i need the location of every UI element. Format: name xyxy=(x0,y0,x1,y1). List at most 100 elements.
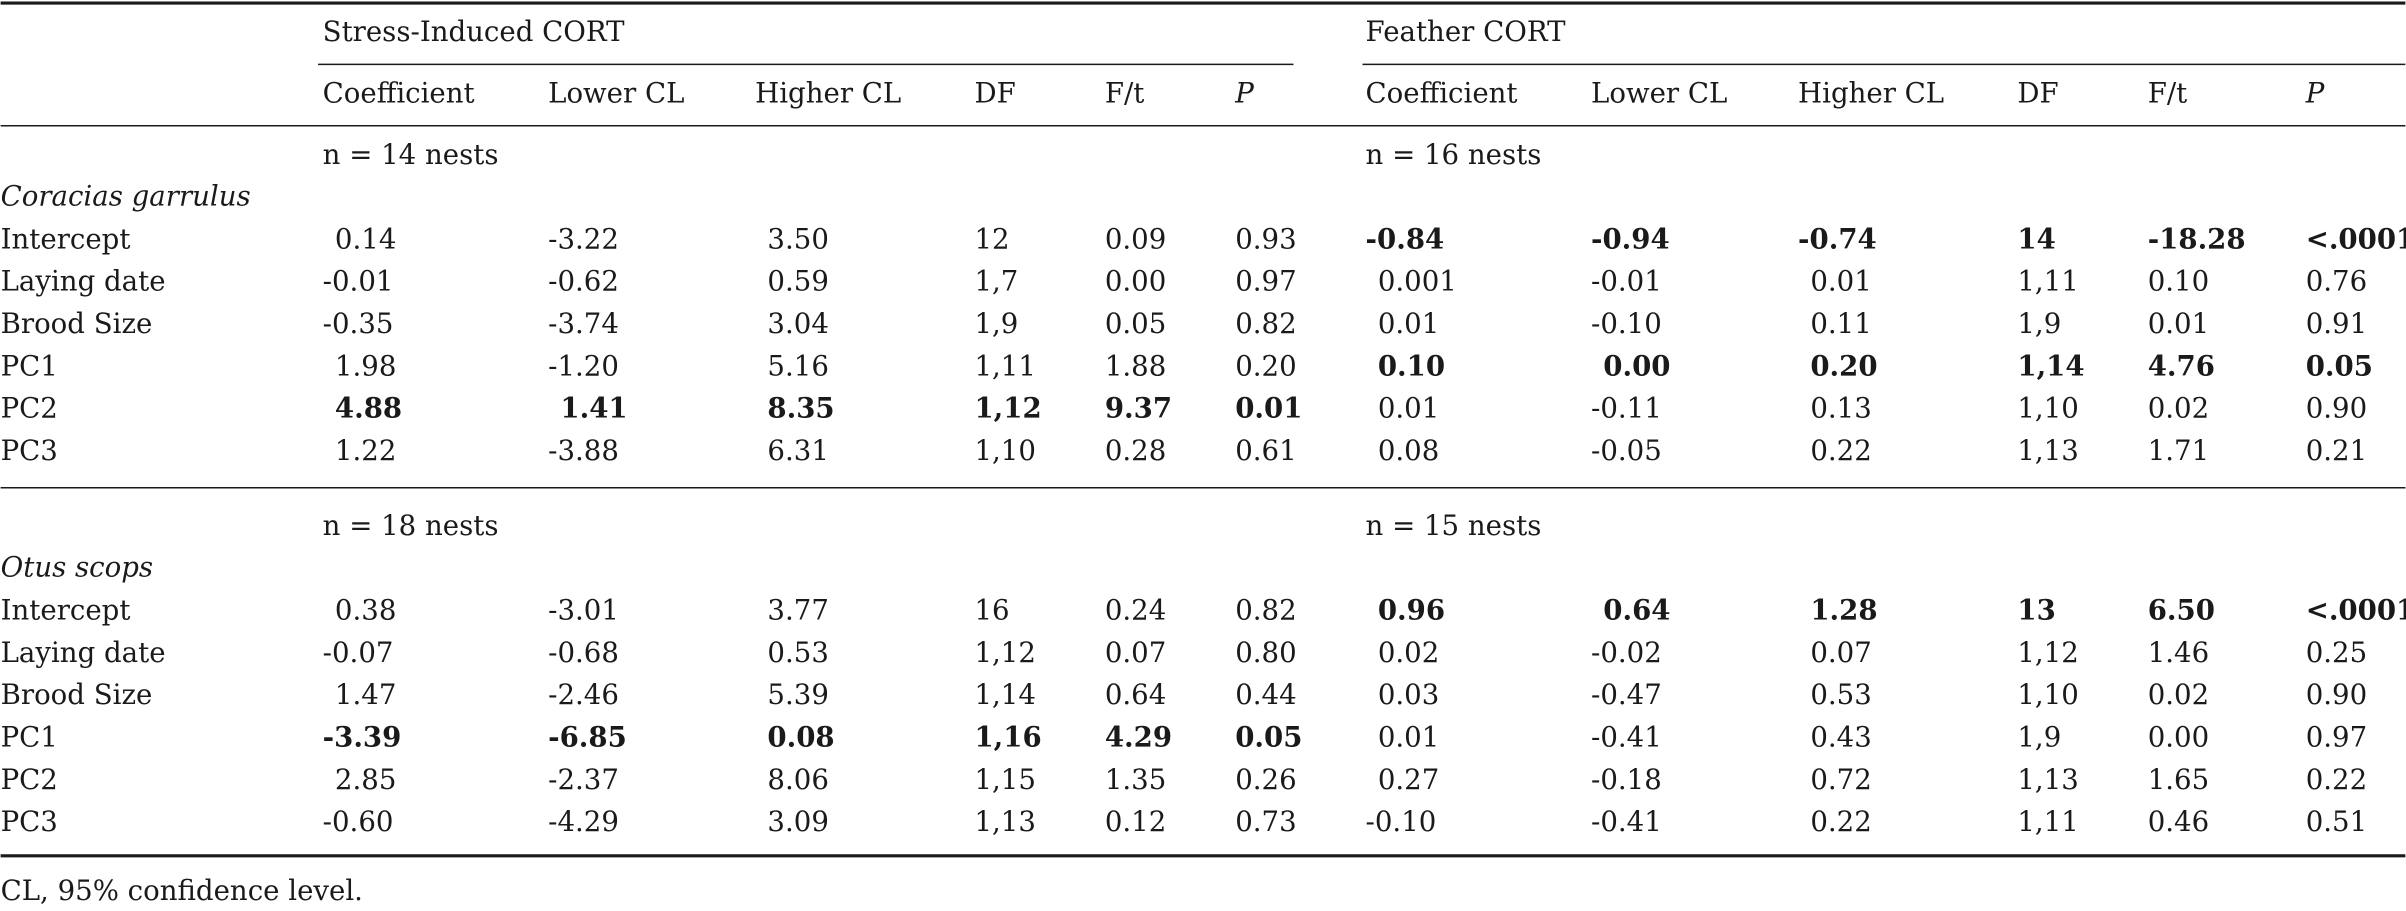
column-header: Coefficient xyxy=(323,77,475,110)
species-name: Coracias garrulus xyxy=(1,179,251,212)
sample-size: n = 16 nests xyxy=(1366,138,1542,171)
row-label: Intercept xyxy=(1,593,131,626)
cell: 5.16 xyxy=(767,349,828,382)
cell: -2.46 xyxy=(548,678,619,711)
cell: -0.41 xyxy=(1591,805,1662,838)
cell: 0.02 xyxy=(2148,678,2209,711)
column-header: F/t xyxy=(1105,77,1145,110)
cell: 0.73 xyxy=(1235,805,1296,838)
cell: 14 xyxy=(2017,222,2055,255)
sample-size: n = 14 nests xyxy=(323,138,499,171)
cell: 0.01 xyxy=(2148,307,2209,340)
cell: 0.64 xyxy=(1105,678,1166,711)
cell: 0.44 xyxy=(1235,678,1296,711)
cell: -0.35 xyxy=(323,307,394,340)
cell: -1.20 xyxy=(548,349,619,382)
cell: 0.07 xyxy=(1105,636,1166,669)
cell: 0.01 xyxy=(1378,392,1439,425)
cell: 0.05 xyxy=(2306,349,2373,382)
cell: 0.00 xyxy=(2148,720,2209,753)
cell: 4.88 xyxy=(335,392,402,425)
cell: 6.31 xyxy=(767,434,828,467)
cell: 1,12 xyxy=(2017,636,2078,669)
cell: -6.85 xyxy=(548,720,627,753)
cell: 1.88 xyxy=(1105,349,1166,382)
cell: 0.91 xyxy=(2306,307,2367,340)
cell: 5.39 xyxy=(767,678,828,711)
cell: 0.11 xyxy=(1810,307,1871,340)
cell: 1,16 xyxy=(974,720,1041,753)
cell: -3.22 xyxy=(548,222,619,255)
cell: 0.51 xyxy=(2306,805,2367,838)
cell: 0.97 xyxy=(1235,265,1296,298)
cell: 0.26 xyxy=(1235,763,1296,796)
cell: 1,10 xyxy=(974,434,1035,467)
cell: -0.01 xyxy=(323,265,394,298)
cell: 2.85 xyxy=(335,763,396,796)
cell: 0.53 xyxy=(1810,678,1871,711)
cell: 1.71 xyxy=(2148,434,2209,467)
cell: 0.22 xyxy=(1810,805,1871,838)
cell: 0.01 xyxy=(1810,265,1871,298)
cell: 0.20 xyxy=(1235,349,1296,382)
cell: 0.03 xyxy=(1378,678,1439,711)
cell: 8.06 xyxy=(767,763,828,796)
cell: 0.80 xyxy=(1235,636,1296,669)
cell: 9.37 xyxy=(1105,392,1172,425)
cell: 1.65 xyxy=(2148,763,2209,796)
sample-size: n = 15 nests xyxy=(1366,509,1542,542)
cell: 4.29 xyxy=(1105,720,1172,753)
column-header: Higher CL xyxy=(755,77,901,110)
column-header: DF xyxy=(974,77,1015,110)
cell: 0.05 xyxy=(1105,307,1166,340)
group-header: Feather CORT xyxy=(1366,15,1567,48)
row-label: Brood Size xyxy=(1,307,153,340)
cell: 0.09 xyxy=(1105,222,1166,255)
cell: -0.94 xyxy=(1591,222,1670,255)
cell: 0.93 xyxy=(1235,222,1296,255)
cell: 1,9 xyxy=(2017,307,2061,340)
cell: 1,10 xyxy=(2017,678,2078,711)
row-label: Intercept xyxy=(1,222,131,255)
cell: 0.27 xyxy=(1378,763,1439,796)
cell: -0.62 xyxy=(548,265,619,298)
cell: <.0001 xyxy=(2306,222,2406,255)
cell: 0.01 xyxy=(1235,392,1302,425)
cell: 0.25 xyxy=(2306,636,2367,669)
column-header: P xyxy=(1234,77,1254,110)
cell: 1,14 xyxy=(974,678,1035,711)
cell: 1.47 xyxy=(335,678,396,711)
cell: 1,12 xyxy=(974,636,1035,669)
cell: 0.08 xyxy=(767,720,834,753)
cell: 0.05 xyxy=(1235,720,1302,753)
column-header: P xyxy=(2305,77,2325,110)
cell: 1,13 xyxy=(2017,763,2078,796)
cell: 0.90 xyxy=(2306,392,2367,425)
cell: 0.90 xyxy=(2306,678,2367,711)
cell: -0.10 xyxy=(1366,805,1437,838)
cell: 0.97 xyxy=(2306,720,2367,753)
cell: 0.07 xyxy=(1810,636,1871,669)
cell: 0.59 xyxy=(767,265,828,298)
cell: -0.41 xyxy=(1591,720,1662,753)
cell: 13 xyxy=(2017,593,2055,626)
cell: 1,9 xyxy=(974,307,1018,340)
cell: -0.05 xyxy=(1591,434,1662,467)
cell: -0.47 xyxy=(1591,678,1662,711)
cell: -0.74 xyxy=(1798,222,1877,255)
row-label: Brood Size xyxy=(1,678,153,711)
cell: 1.22 xyxy=(335,434,396,467)
column-header: Coefficient xyxy=(1366,77,1518,110)
cell: 0.96 xyxy=(1378,593,1445,626)
cell: 1.35 xyxy=(1105,763,1166,796)
cell: -0.60 xyxy=(323,805,394,838)
cell: 4.76 xyxy=(2148,349,2215,382)
cell: 1,12 xyxy=(974,392,1041,425)
cell: 12 xyxy=(974,222,1009,255)
cell: 1,9 xyxy=(2017,720,2061,753)
cell: 0.02 xyxy=(1378,636,1439,669)
cell: 0.00 xyxy=(1105,265,1166,298)
cell: -3.39 xyxy=(323,720,402,753)
cell: 3.09 xyxy=(767,805,828,838)
row-label: Laying date xyxy=(1,636,166,669)
